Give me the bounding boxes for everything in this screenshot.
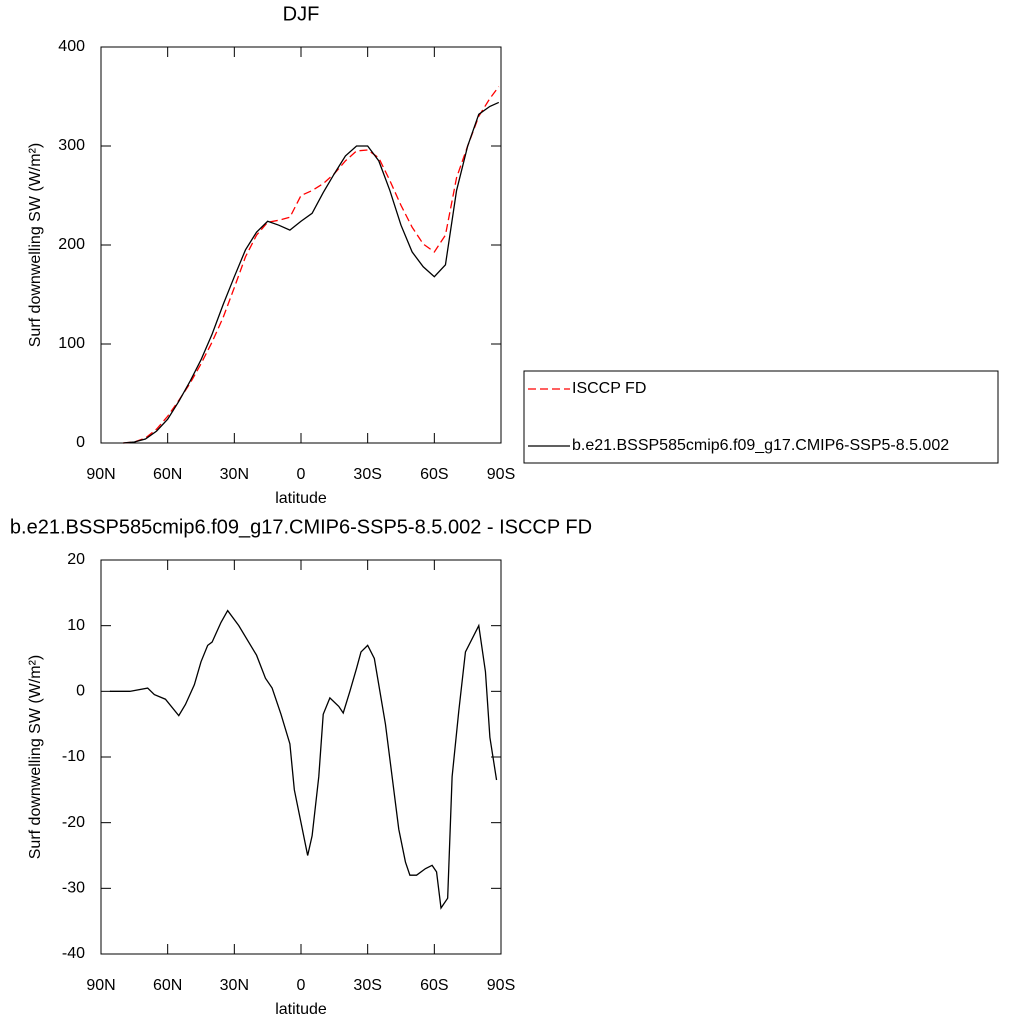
y-tick-label: 10 xyxy=(67,617,85,634)
y-tick-label: -20 xyxy=(62,814,85,831)
data-line xyxy=(109,609,498,910)
y-axis-label: Surf downwelling SW (W/m²) xyxy=(27,143,44,347)
y-tick-label: -40 xyxy=(62,945,85,962)
legend-box xyxy=(523,370,999,464)
x-tick-label: 30S xyxy=(353,977,381,994)
chart-title: DJF xyxy=(283,3,320,25)
y-tick-label: 0 xyxy=(76,434,85,451)
plot-frame xyxy=(100,559,502,955)
data-line xyxy=(123,86,500,444)
plot-frame xyxy=(100,46,502,444)
x-tick-label: 90S xyxy=(487,977,515,994)
chart-title: b.e21.BSSP585cmip6.f09_g17.CMIP6-SSP5-8.… xyxy=(10,516,592,538)
x-tick-label: 60S xyxy=(420,977,448,994)
x-tick-label: 60S xyxy=(420,466,448,483)
x-tick-label: 0 xyxy=(297,977,306,994)
x-tick-label: 90N xyxy=(86,977,115,994)
x-tick-label: 90N xyxy=(86,466,115,483)
y-tick-label: -10 xyxy=(62,748,85,765)
data-line xyxy=(123,101,500,444)
y-tick-label: 400 xyxy=(58,38,85,55)
x-tick-label: 60N xyxy=(153,977,182,994)
x-tick-label: 30N xyxy=(220,466,249,483)
x-tick-label: 30N xyxy=(220,977,249,994)
y-tick-label: 0 xyxy=(76,683,85,700)
x-tick-label: 60N xyxy=(153,466,182,483)
legend-label: ISCCP FD xyxy=(572,380,646,397)
y-axis-label: Surf downwelling SW (W/m²) xyxy=(27,655,44,859)
legend-label: b.e21.BSSP585cmip6.f09_g17.CMIP6-SSP5-8.… xyxy=(572,437,949,454)
x-tick-label: 0 xyxy=(297,466,306,483)
y-tick-label: 20 xyxy=(67,551,85,568)
x-axis-label: latitude xyxy=(275,490,327,507)
x-tick-label: 90S xyxy=(487,466,515,483)
y-tick-label: 100 xyxy=(58,335,85,352)
y-tick-label: 200 xyxy=(58,236,85,253)
x-axis-label: latitude xyxy=(275,1001,327,1018)
x-tick-label: 30S xyxy=(353,466,381,483)
y-tick-label: 300 xyxy=(58,137,85,154)
y-tick-label: -30 xyxy=(62,880,85,897)
